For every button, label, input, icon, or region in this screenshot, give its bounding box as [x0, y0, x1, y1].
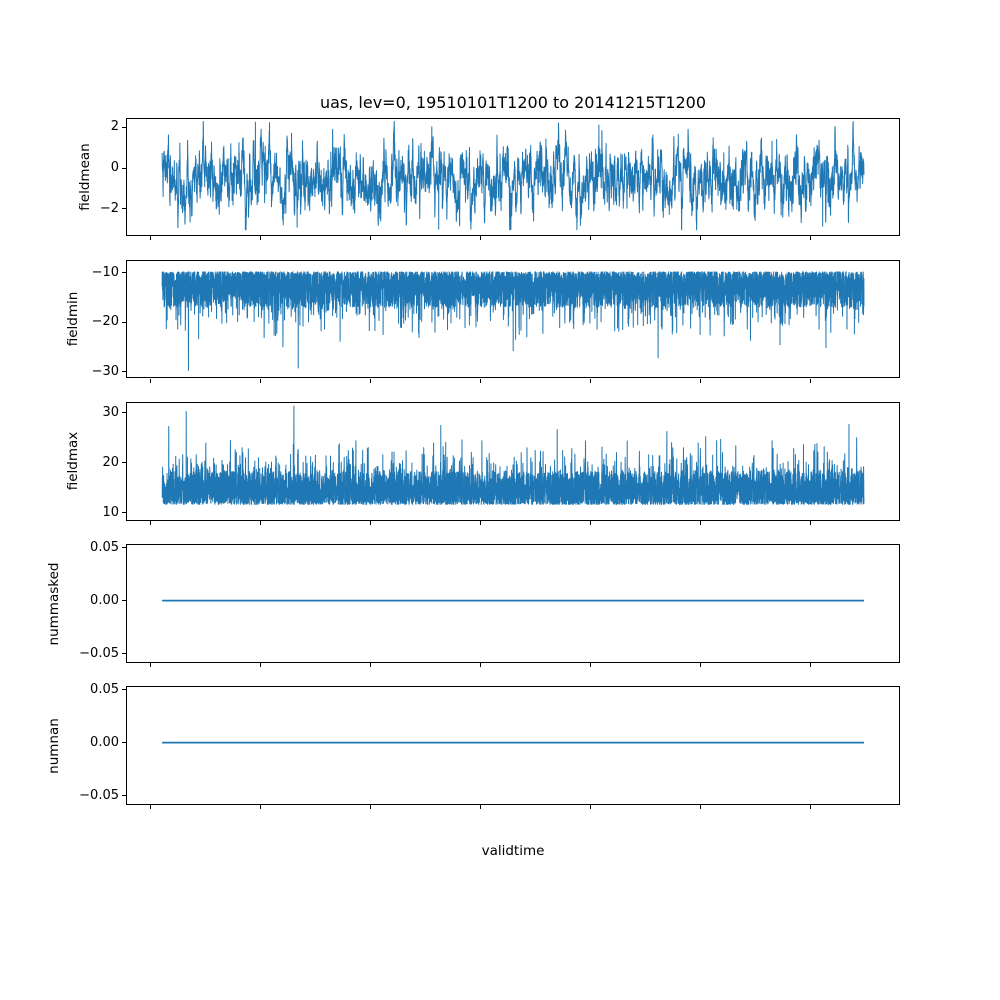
series-plot-area [161, 120, 865, 231]
x-tick-mark [259, 378, 261, 383]
subplot-nummasked: 0.05 0.00 −0.05 [79, 540, 900, 663]
x-tick-mark [809, 804, 811, 809]
series-plot-area [161, 271, 865, 372]
y-tick-mark [122, 167, 126, 169]
y-tick-label: −0.05 [79, 787, 119, 803]
y-tick-label: −2 [99, 200, 119, 216]
y-axis-label-numnan: numnan [46, 717, 62, 774]
y-tick-mark [122, 321, 126, 323]
y-axis-label-fieldmax: fieldmax [65, 432, 81, 491]
y-tick-label: 10 [102, 504, 119, 520]
y-tick-mark [122, 600, 126, 602]
x-tick-mark [369, 662, 371, 667]
x-tick-mark [259, 662, 261, 667]
x-tick-mark [699, 804, 701, 809]
x-tick-mark [369, 236, 371, 241]
x-tick-mark [149, 520, 151, 525]
series-plot-area [162, 599, 864, 602]
chart-title: uas, lev=0, 19510101T1200 to 20141215T12… [319, 93, 707, 112]
x-tick-mark [149, 804, 151, 809]
y-tick-mark [122, 512, 126, 514]
y-tick-mark [122, 208, 126, 210]
series-line-fieldmean [161, 120, 865, 231]
y-axis-label-fieldmean: fieldmean [77, 143, 93, 211]
x-tick-mark [149, 662, 151, 667]
y-tick-label: −10 [91, 264, 119, 280]
y-tick-label: 0.00 [90, 592, 119, 608]
y-tick-label: 30 [102, 404, 119, 420]
x-tick-mark [259, 804, 261, 809]
subplot-fieldmin: −10 −20 −30 [92, 260, 900, 379]
y-axis-label-nummasked: nummasked [46, 562, 62, 645]
y-tick-mark [122, 653, 126, 655]
y-tick-label: 0.05 [90, 682, 119, 697]
y-tick-label: 20 [102, 454, 119, 470]
y-tick-label: −0.05 [79, 645, 119, 661]
y-tick-mark [122, 412, 126, 414]
x-tick-mark [259, 236, 261, 241]
x-tick-mark [369, 804, 371, 809]
y-tick-label: 0.00 [90, 734, 119, 750]
series-line-fieldmin [161, 271, 865, 372]
x-axis-label: validtime [481, 843, 545, 859]
x-tick-mark [699, 236, 701, 241]
series-line-fieldmax [161, 405, 865, 506]
x-tick-mark [809, 662, 811, 667]
x-tick-mark [369, 378, 371, 383]
y-axis-label-fieldmin: fieldmin [65, 292, 81, 347]
series-plot-area [162, 742, 864, 744]
x-tick-mark [589, 804, 591, 809]
x-tick-mark [809, 378, 811, 383]
y-tick-label: −20 [91, 314, 119, 330]
x-tick-mark [149, 378, 151, 383]
y-tick-label: 0 [110, 160, 119, 175]
x-tick-mark [479, 520, 481, 525]
x-tick-mark [809, 236, 811, 241]
series-plot-area [161, 405, 865, 506]
x-tick-mark [479, 662, 481, 667]
y-tick-label: −30 [91, 363, 119, 379]
y-tick-mark [122, 371, 126, 373]
y-tick-mark [122, 795, 126, 797]
x-tick-mark [699, 662, 701, 667]
y-tick-mark [122, 462, 126, 464]
y-tick-label: 0.05 [90, 539, 119, 555]
x-tick-mark [589, 662, 591, 667]
x-tick-mark [589, 520, 591, 525]
y-tick-mark [122, 742, 126, 744]
y-tick-mark [122, 126, 126, 128]
y-tick-label: 2 [110, 119, 119, 135]
x-tick-mark [589, 236, 591, 241]
x-tick-mark [699, 520, 701, 525]
y-tick-mark [122, 547, 126, 549]
x-tick-mark [479, 378, 481, 383]
x-tick-mark [479, 804, 481, 809]
x-tick-mark [259, 520, 261, 525]
x-tick-mark [589, 378, 591, 383]
subplot-numnan: 0.05 0.00 −0.05 [79, 682, 900, 805]
y-tick-mark [122, 689, 126, 691]
x-tick-mark [479, 236, 481, 241]
y-tick-mark [122, 272, 126, 274]
x-tick-mark [699, 378, 701, 383]
x-tick-mark [809, 520, 811, 525]
x-tick-mark [369, 520, 371, 525]
subplot-fieldmean: 2 0 −2 [100, 118, 900, 237]
subplot-fieldmax: 30 20 10 [102, 402, 900, 521]
x-tick-mark [149, 236, 151, 241]
